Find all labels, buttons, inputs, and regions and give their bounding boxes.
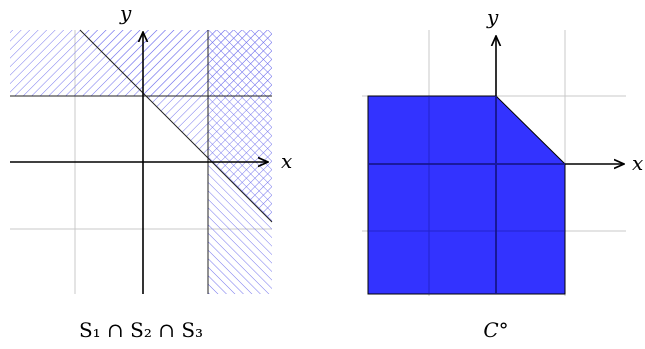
right-x-label: x bbox=[632, 151, 643, 175]
polar-set-region bbox=[367, 95, 566, 295]
right-panel: x y C° bbox=[362, 5, 643, 342]
left-y-label: y bbox=[119, 1, 132, 25]
left-caption: S₁ ∩ S₂ ∩ S₃ bbox=[79, 318, 203, 342]
left-panel: x y S₁ ∩ S₂ ∩ S₃ bbox=[10, 1, 292, 342]
right-y-label: y bbox=[486, 5, 499, 29]
right-caption: C° bbox=[483, 318, 508, 342]
boundary-line-diagonal bbox=[79, 29, 273, 223]
left-x-label: x bbox=[281, 149, 292, 173]
